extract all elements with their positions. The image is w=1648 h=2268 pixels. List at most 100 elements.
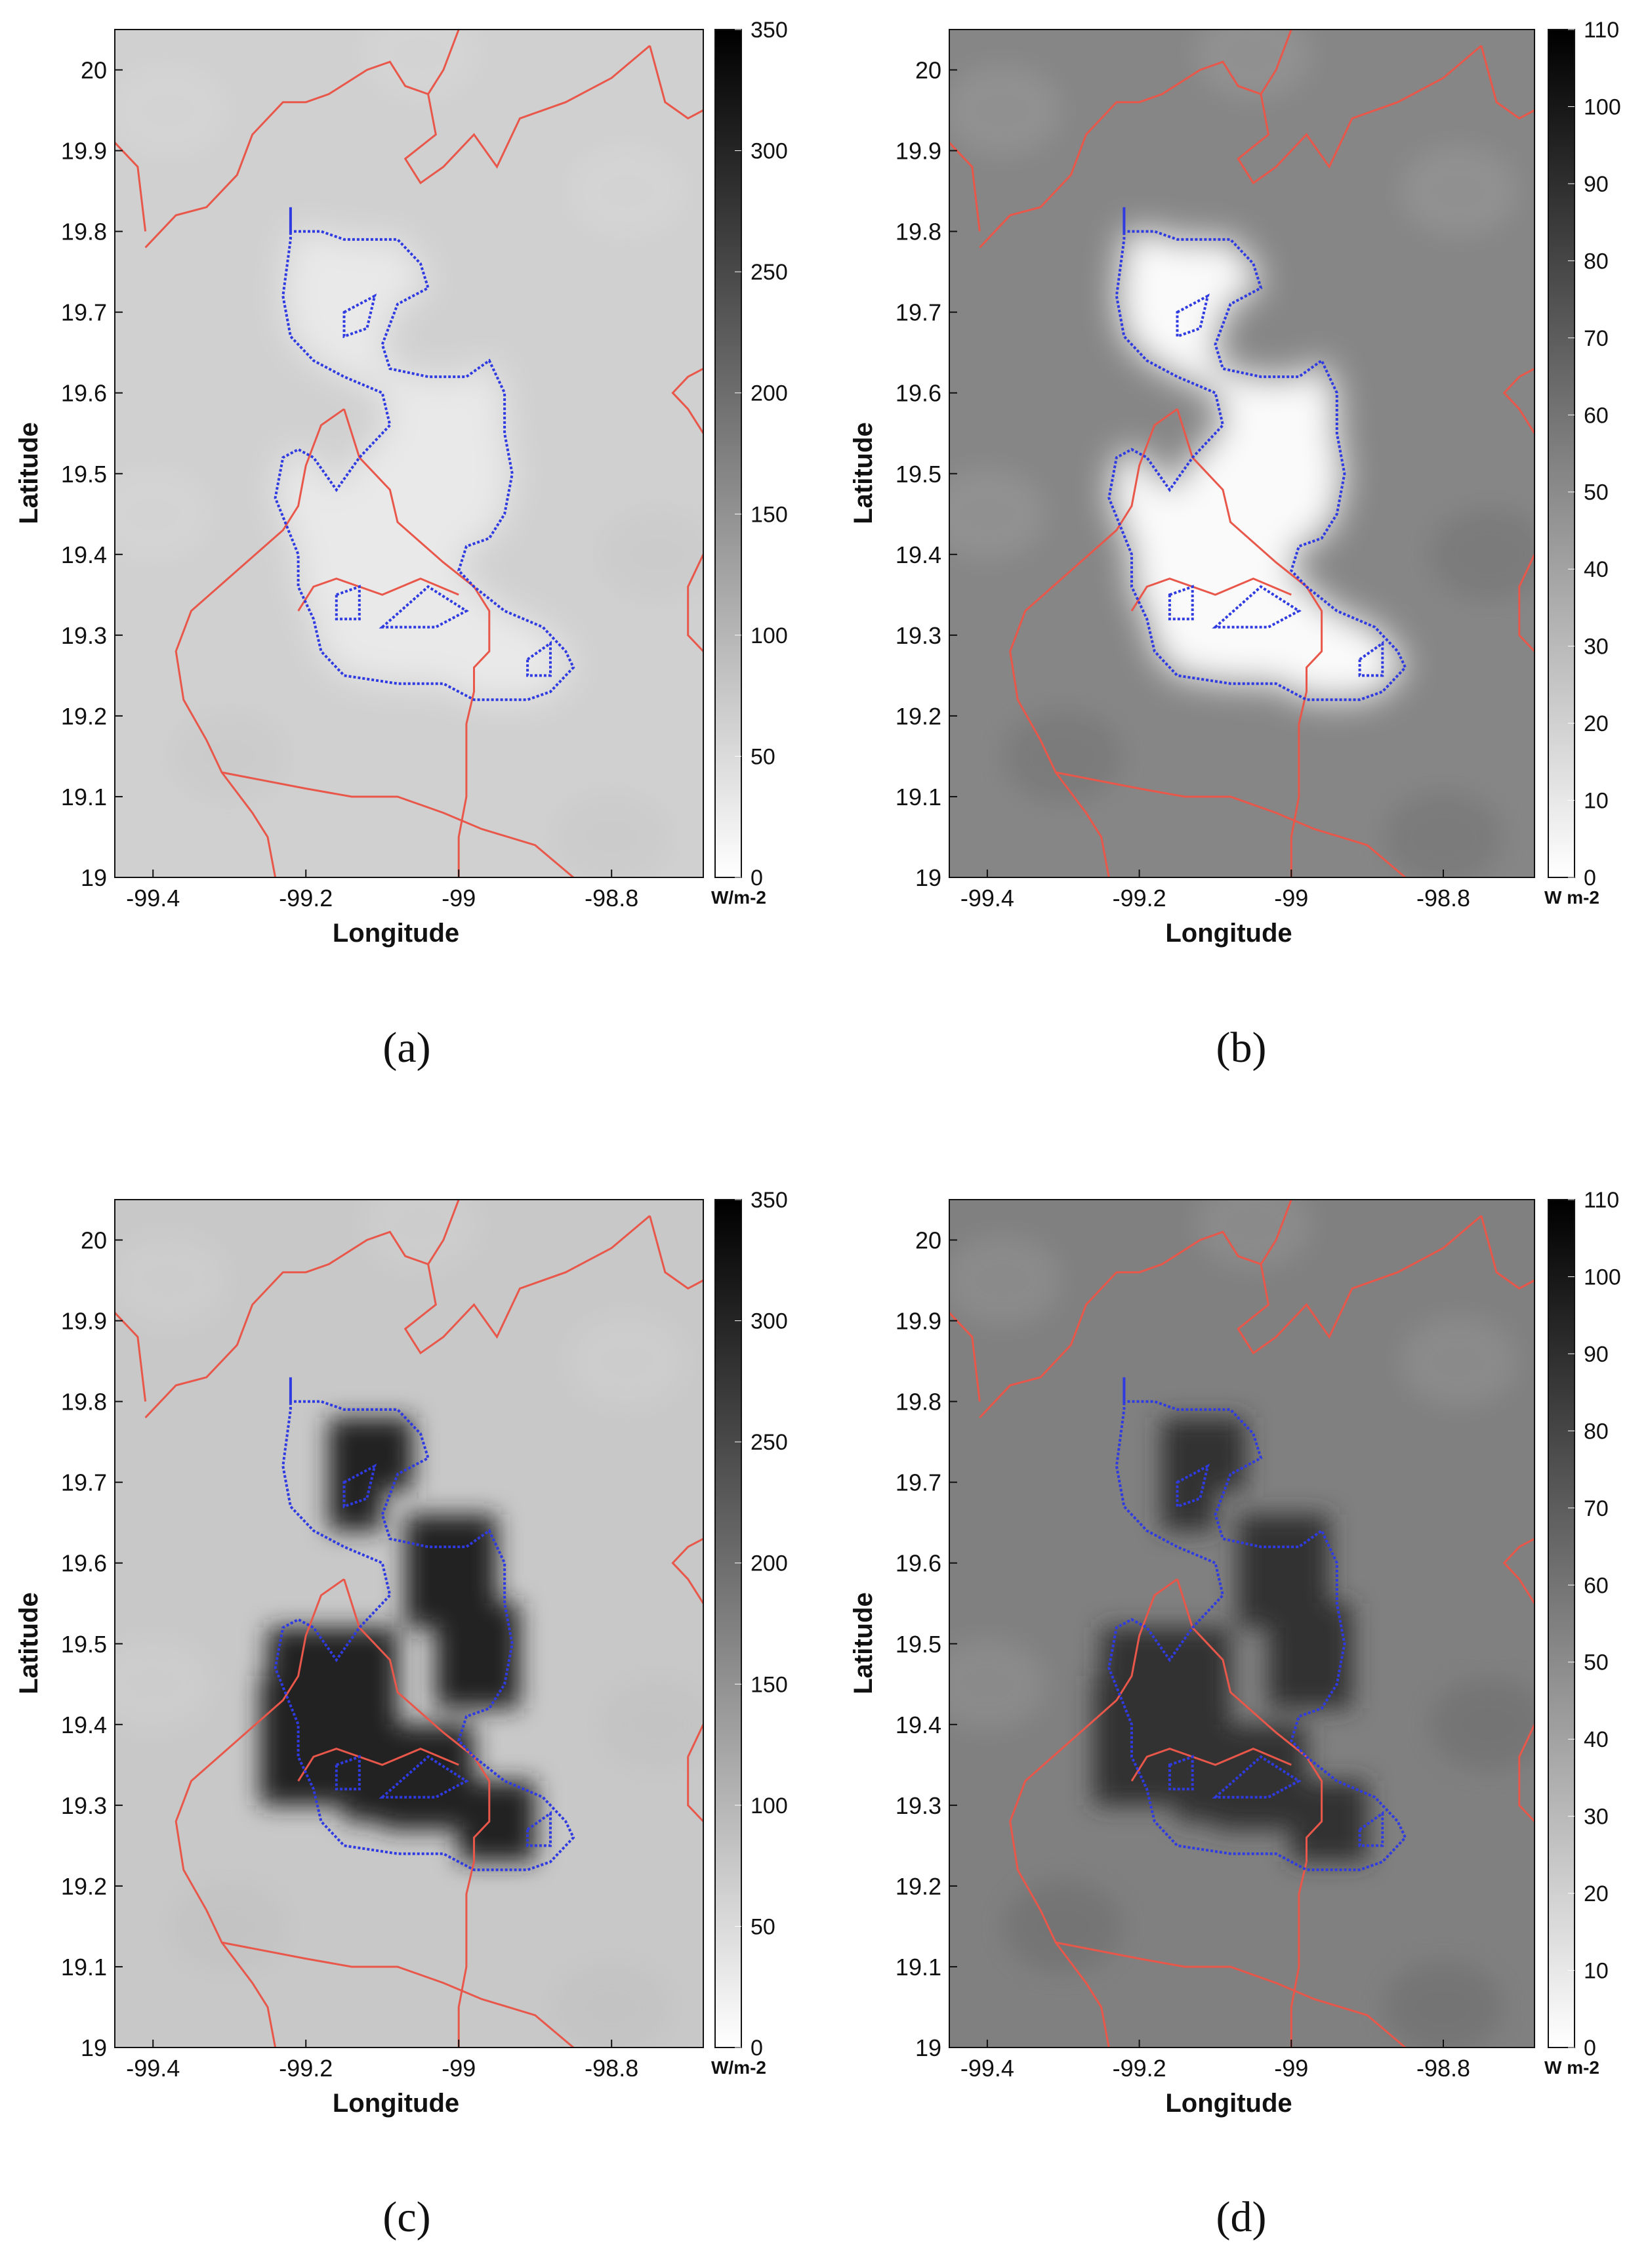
y-tick-label: 19.7 [61, 299, 107, 326]
axes-frame [114, 29, 704, 878]
y-tick-label: 19.4 [61, 1712, 107, 1738]
y-tick-label: 19.7 [61, 1469, 107, 1496]
x-tick-label: -99.4 [126, 2055, 180, 2082]
y-tick-label: 19.2 [61, 1873, 107, 1900]
y-tick-label: 19.9 [896, 1308, 941, 1335]
colorbar-tick-label: 20 [1584, 711, 1609, 736]
y-tick-label: 19.9 [61, 138, 107, 165]
state-boundary [649, 1215, 703, 1290]
urban-area-outline [1168, 1755, 1194, 1791]
colorbar-tick-label: 100 [751, 1794, 788, 1818]
colorbar-tick-label: 50 [751, 744, 775, 769]
y-tick-label: 19 [915, 864, 941, 891]
heatmap-patch [170, 710, 289, 803]
heatmap-texture [115, 1200, 703, 2048]
urban-anomaly-cell [1162, 1490, 1216, 1531]
state-boundary [1176, 1578, 1323, 2048]
y-tick-label: 19.5 [896, 461, 941, 488]
y-tick-label: 20 [915, 57, 941, 84]
plot-area [115, 30, 703, 877]
urban-area-outline [342, 1463, 377, 1509]
y-tick-label: 20 [81, 1227, 107, 1254]
urban-anomaly [1109, 207, 1406, 700]
x-tick-label: -99.4 [960, 2055, 1014, 2082]
y-tick-label: 19.6 [896, 1550, 941, 1577]
state-boundary [1176, 408, 1323, 877]
colorbar-tick-label: 150 [751, 502, 788, 527]
y-tick-label: 19 [915, 2034, 941, 2061]
heatmap-patch [567, 145, 686, 238]
axes-frame [949, 29, 1535, 878]
y-tick-label: 19.7 [896, 299, 941, 326]
x-tick-label: -98.8 [585, 885, 638, 912]
colorbar [1548, 1199, 1575, 2048]
urban-anomaly-shape [1109, 207, 1406, 700]
colorbar-tick-label: 250 [751, 260, 788, 285]
urban-area-outline [1168, 585, 1194, 621]
state-boundary [175, 1578, 345, 2048]
heatmap-patch [1194, 1200, 1313, 1270]
state-boundary [979, 1200, 1292, 1419]
y-tick-label: 19.8 [896, 1389, 941, 1416]
heatmap-patch [1004, 710, 1123, 803]
colorbar-tick-label: 100 [1584, 1265, 1621, 1290]
colorbar [714, 1199, 742, 2048]
y-tick-label: 19.5 [61, 461, 107, 488]
plot-area [949, 30, 1535, 877]
state-boundary [671, 1538, 703, 1605]
y-tick-label: 19.9 [61, 1308, 107, 1335]
state-boundary [221, 1941, 574, 2048]
y-tick-label: 19.9 [896, 138, 941, 165]
x-tick-label: -99 [442, 885, 476, 912]
y-tick-label: 19.3 [61, 622, 107, 649]
heatmap-patch [1384, 791, 1502, 877]
x-tick-label: -98.8 [1416, 2055, 1470, 2082]
heatmap-patch [115, 468, 213, 560]
y-tick-label: 19.7 [896, 1469, 941, 1496]
urban-anomaly-cell [382, 1780, 459, 1830]
state-boundary [1055, 1941, 1407, 2048]
x-tick-label: -99 [1274, 885, 1308, 912]
heatmap-patch [949, 64, 1062, 157]
y-tick-label: 19.1 [61, 784, 107, 810]
panel-3: -99.4 -99.2 -99 -98.8 19 19.1 19.2 19.3 19.4 19.5… [849, 1188, 1621, 2241]
urban-area-outline [274, 1377, 575, 1872]
colorbar-tick-label: 300 [751, 139, 788, 164]
colorbar-tick-label: 150 [751, 1672, 788, 1697]
state-boundary [649, 45, 703, 120]
colorbar-tick-label: 250 [751, 1430, 788, 1455]
colorbar-tick-label: 100 [751, 623, 788, 648]
y-axis-label: Latitude [849, 1592, 878, 1694]
colorbar-tick-label: 0 [1584, 866, 1596, 891]
colorbar-tick-label: 60 [1584, 403, 1609, 428]
y-tick-label: 19.6 [896, 380, 941, 407]
colorbar-tick-label: 40 [1584, 557, 1609, 582]
panel-2: -99.4 -99.2 -99 -98.8 19 19.1 19.2 19.3 19.4 19.5… [14, 1188, 788, 2241]
y-tick-label: 19.1 [896, 1954, 941, 1981]
panel-1: -99.4 -99.2 -99 -98.8 19 19.1 19.2 19.3 19.4 19.5… [849, 18, 1621, 1072]
colorbar-tick-label: 350 [751, 18, 788, 43]
colorbar-tick-label: 60 [1584, 1573, 1609, 1598]
state-boundary [1237, 45, 1482, 184]
colorbar-tick-label: 70 [1584, 1496, 1609, 1521]
colorbar-tick-label: 90 [1584, 1342, 1609, 1367]
x-axis-label: Longitude [333, 919, 459, 948]
heatmap-patch [115, 64, 228, 157]
y-tick-label: 19.5 [896, 1631, 941, 1658]
colorbar-tick-label: 30 [1584, 635, 1609, 660]
y-tick-label: 19.4 [896, 1712, 941, 1738]
heatmap-texture [115, 30, 703, 877]
state-boundary [1502, 1538, 1535, 1604]
y-tick-label: 20 [81, 57, 107, 84]
heatmap-patch [1004, 1880, 1123, 1973]
y-tick-label: 19 [81, 2034, 107, 2061]
x-tick-label: -99 [442, 2055, 476, 2082]
state-boundary [403, 45, 651, 184]
urban-area-outline [1107, 207, 1407, 702]
y-tick-label: 19.1 [896, 784, 941, 810]
urban-anomaly-cell [1291, 1780, 1368, 1862]
heatmap-patch [598, 1678, 703, 1771]
colorbar-tick-label: 50 [1584, 1650, 1609, 1675]
colorbar-tick-label: 350 [751, 1188, 788, 1213]
